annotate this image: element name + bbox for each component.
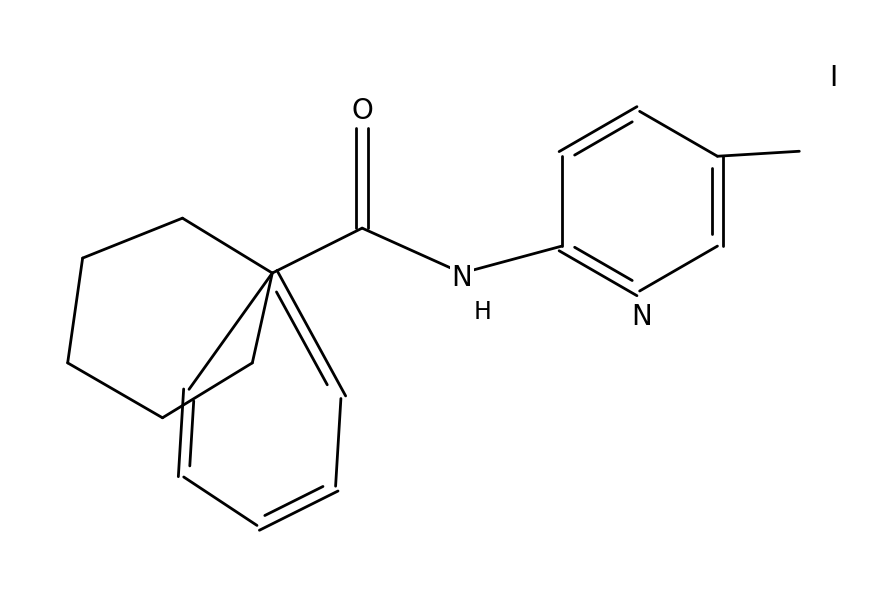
Text: N: N (631, 303, 652, 331)
Text: N: N (452, 264, 472, 292)
Text: O: O (351, 97, 373, 125)
Text: I: I (829, 64, 837, 92)
Text: H: H (474, 300, 492, 324)
